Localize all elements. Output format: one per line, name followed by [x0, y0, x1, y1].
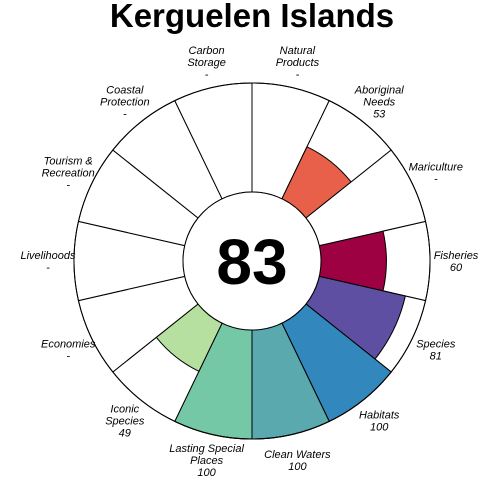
value-label-fisheries: 60	[450, 262, 463, 274]
value-label-habitats: 100	[370, 422, 389, 434]
value-label-species: 81	[430, 351, 442, 363]
name-label-fisheries: Fisheries	[434, 250, 479, 262]
center-circle	[182, 191, 322, 331]
name-label-iconic-species: Iconic	[110, 404, 139, 416]
value-label-clean-waters: 100	[288, 461, 307, 473]
value-label-natural-products: -	[296, 69, 300, 81]
name-label-economies: Economies	[41, 339, 96, 351]
name-label-carbon-storage: Storage	[187, 57, 226, 69]
name-label-coastal-protection: Protection	[100, 97, 150, 109]
label-habitats: Habitats 100	[359, 410, 400, 434]
name-label-clean-waters: Clean Waters	[264, 449, 331, 461]
name-label-tourism-recreation: Tourism &	[44, 156, 93, 168]
value-label-economies: -	[66, 351, 70, 363]
name-label-natural-products: Products	[276, 57, 320, 69]
name-label-mariculture: Mariculture	[409, 162, 463, 174]
label-clean-waters: Clean Waters 100	[264, 449, 331, 473]
value-label-livelihoods: -	[46, 262, 50, 274]
label-iconic-species: Iconic Species 49	[105, 404, 145, 440]
name-label-iconic-species: Species	[105, 416, 145, 428]
name-label-aboriginal-needs: Aboriginal	[354, 85, 404, 97]
outer-circle	[73, 82, 431, 440]
value-label-coastal-protection: -	[123, 109, 127, 121]
name-label-habitats: Habitats	[359, 410, 400, 422]
value-label-aboriginal-needs: 53	[373, 109, 386, 121]
value-label-tourism-recreation: -	[66, 180, 70, 192]
name-label-aboriginal-needs: Needs	[363, 97, 395, 109]
label-economies: Economies -	[41, 339, 96, 363]
name-label-species: Species	[416, 339, 456, 351]
label-coastal-protection: Coastal Protection -	[100, 85, 150, 121]
label-livelihoods: Livelihoods -	[20, 250, 76, 274]
name-label-tourism-recreation: Recreation	[42, 168, 95, 180]
name-label-lasting-special-places: Places	[190, 455, 224, 467]
name-label-carbon-storage: Carbon	[189, 45, 225, 57]
label-lasting-special-places: Lasting Special Places 100	[169, 443, 244, 479]
center-score: 83	[216, 226, 287, 298]
name-label-coastal-protection: Coastal	[106, 85, 144, 97]
label-fisheries: Fisheries 60	[434, 250, 479, 274]
chart-title: Kerguelen Islands	[110, 0, 394, 34]
name-label-livelihoods: Livelihoods	[20, 250, 76, 262]
name-label-natural-products: Natural	[280, 45, 316, 57]
label-mariculture: Mariculture -	[409, 162, 463, 186]
name-label-lasting-special-places: Lasting Special	[169, 443, 244, 455]
label-aboriginal-needs: Aboriginal Needs 53	[354, 85, 404, 121]
value-label-iconic-species: 49	[119, 428, 131, 440]
label-natural-products: Natural Products -	[276, 45, 320, 81]
value-label-carbon-storage: -	[205, 69, 209, 81]
label-carbon-storage: Carbon Storage -	[187, 45, 226, 81]
value-label-lasting-special-places: 100	[197, 467, 216, 479]
value-label-mariculture: -	[434, 174, 438, 186]
label-species: Species 81	[416, 339, 456, 363]
label-tourism-recreation: Tourism & Recreation -	[42, 156, 95, 192]
